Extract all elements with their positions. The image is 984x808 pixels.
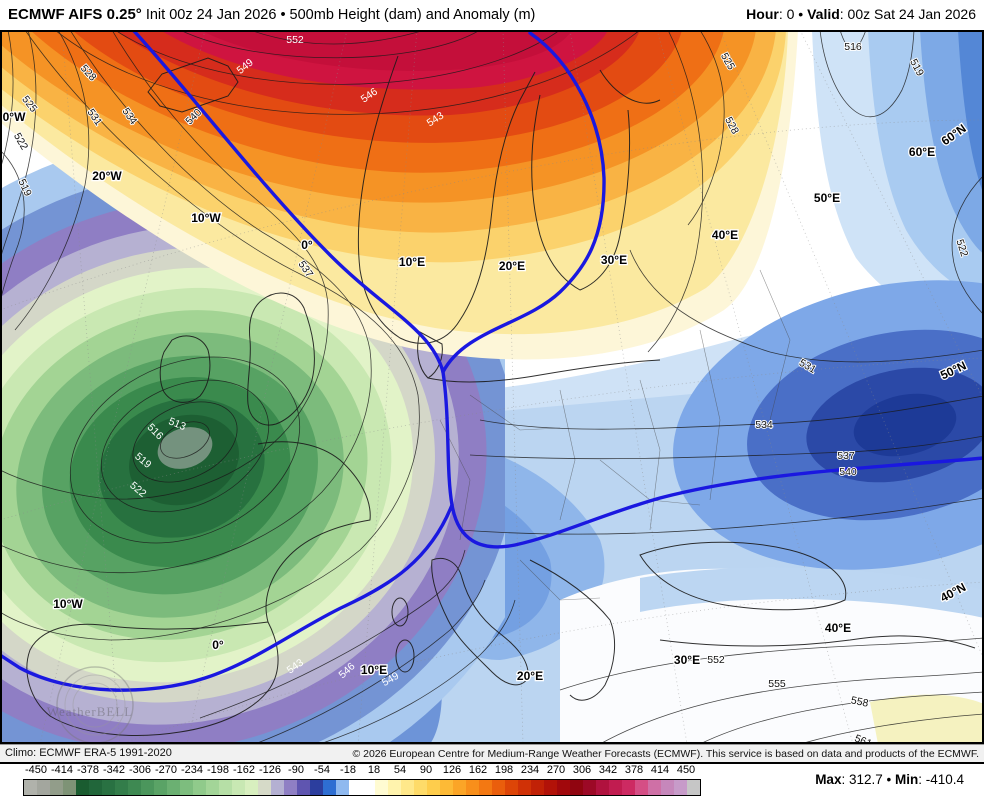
- height-contours: [0, 30, 984, 744]
- copyright-text: © 2026 European Centre for Medium-Range …: [352, 748, 979, 760]
- colorbar-tick: -18: [340, 764, 356, 776]
- coordinate-label: 50°E: [814, 191, 840, 205]
- coordinate-label: 10°W: [53, 597, 83, 611]
- climo-text: Climo: ECMWF ERA-5 1991-2020: [5, 747, 172, 759]
- model-name: ECMWF AIFS 0.25°: [8, 6, 142, 23]
- contour-label: 537: [837, 450, 855, 462]
- coordinate-label: 40°E: [825, 621, 851, 635]
- hour-value: : 0 •: [778, 6, 808, 22]
- map-frame: [0, 30, 984, 744]
- contour-label: 552: [286, 34, 304, 46]
- colorbar-tick: -450: [24, 764, 48, 776]
- max-label: Max: [815, 772, 842, 787]
- hour-label: Hour: [746, 6, 779, 22]
- colorbar-tick: -162: [232, 764, 256, 776]
- coordinate-label: 40°E: [712, 228, 738, 242]
- colorbar-tick: 414: [650, 764, 670, 776]
- run-subtitle: Init 00z 24 Jan 2026 • 500mb Height (dam…: [141, 7, 536, 23]
- coordinate-label: 0°: [212, 638, 224, 652]
- colorbar-tick: -378: [76, 764, 100, 776]
- colorbar-tick: 270: [546, 764, 566, 776]
- colorbar-tick: -54: [314, 764, 330, 776]
- colorbar-tick: 342: [598, 764, 618, 776]
- coordinate-label: 30°E: [674, 653, 700, 667]
- colorbar-tick: 54: [393, 764, 407, 776]
- attribution-strip: Climo: ECMWF ERA-5 1991-2020 © 2026 Euro…: [0, 744, 984, 762]
- colorbar: [23, 779, 701, 796]
- coordinate-label: 20°E: [517, 669, 543, 683]
- coordinate-label: 30°E: [601, 253, 627, 267]
- south-white-patches: [560, 567, 984, 744]
- colorbar-tick: 450: [676, 764, 696, 776]
- contour-label: 552: [707, 654, 725, 666]
- valid-time: Hour: 0 • Valid: 00z Sat 24 Jan 2026: [746, 6, 976, 22]
- colorbar-tick: 90: [419, 764, 433, 776]
- contour-label: 540: [839, 466, 857, 478]
- colorbar-tick: -342: [102, 764, 126, 776]
- colorbar-tick: 234: [520, 764, 540, 776]
- colorbar-tick: -90: [288, 764, 304, 776]
- 540-contour-blue: [0, 30, 984, 692]
- colorbar-tick: -198: [206, 764, 230, 776]
- colorbar-tick: 162: [468, 764, 488, 776]
- page-title: ECMWF AIFS 0.25° Init 00z 24 Jan 2026 • …: [8, 6, 535, 23]
- colorbar-tick: 378: [624, 764, 644, 776]
- coordinate-label: 10°E: [399, 255, 425, 269]
- min-value: : -410.4: [918, 772, 964, 787]
- max-value: : 312.7 •: [841, 772, 895, 787]
- max-min-readout: Max: 312.7 • Min: -410.4: [815, 772, 964, 787]
- coordinate-label: 10°W: [191, 211, 221, 225]
- valid-value: : 00z Sat 24 Jan 2026: [839, 6, 976, 22]
- footer-divider: [0, 762, 984, 764]
- valid-label: Valid: [807, 6, 840, 22]
- coordinate-label: 20°W: [92, 169, 122, 183]
- navy-anomaly-core: [673, 280, 984, 570]
- graticule: [0, 30, 984, 744]
- title-bar: ECMWF AIFS 0.25° Init 00z 24 Jan 2026 • …: [0, 0, 984, 30]
- watermark-text: WeatherBELL: [47, 704, 133, 719]
- coordinate-label: 10°E: [361, 663, 387, 677]
- colorbar-tick: 198: [494, 764, 514, 776]
- colorbar-tick: -414: [50, 764, 74, 776]
- coordinate-labels: 0°W20°W10°W0°10°E 20°E 30°E40°E50°E60°E60°…: [1, 109, 970, 685]
- colorbar-tick: 306: [572, 764, 592, 776]
- min-label: Min: [894, 772, 919, 787]
- colorbar-tick: 126: [442, 764, 462, 776]
- colorbar-tick: -306: [128, 764, 152, 776]
- contour-label: 558: [850, 694, 870, 709]
- anomaly-map-svg: WeatherBELL 0°W 20°W 10°W 0° 10°E 20°E 30°E 40°…: [0, 30, 984, 744]
- coordinate-label: 60°E: [909, 145, 935, 159]
- contour-label: 555: [768, 678, 786, 690]
- contour-label: 534: [755, 419, 773, 431]
- coordinate-label: 0°: [301, 238, 313, 252]
- coordinate-label: 20°E: [499, 259, 525, 273]
- colorbar-tick: -270: [154, 764, 178, 776]
- coordinate-label: 0°W: [3, 110, 26, 124]
- northeast-blue-bands: [812, 30, 984, 338]
- contour-label: 516: [844, 41, 862, 53]
- colorbar-tick: -234: [180, 764, 204, 776]
- colorbar-tick-labels: -450 -414 -378 -342 -306 -270 -234 -198 -162 -126…: [23, 764, 699, 777]
- map-canvas: WeatherBELL 0°W 20°W 10°W 0° 10°E 20°E 30°E 40°…: [0, 30, 984, 744]
- colorbar-tick: -126: [258, 764, 282, 776]
- colorbar-tick: 18: [367, 764, 381, 776]
